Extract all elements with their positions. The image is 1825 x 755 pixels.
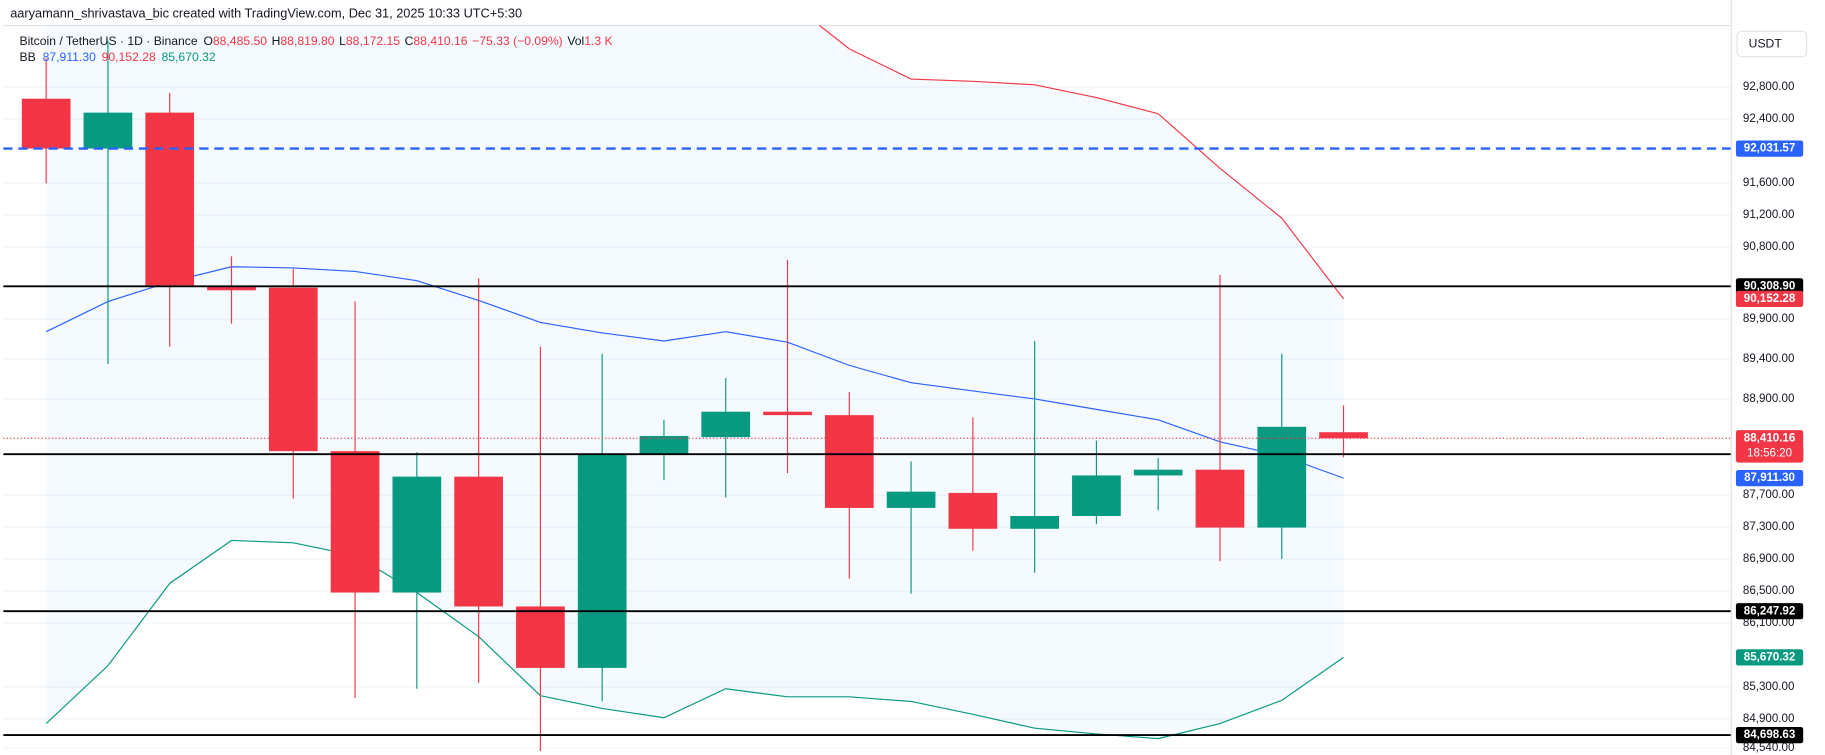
candle-body: [886, 491, 936, 508]
y-tick-label: 84,900.00: [1743, 713, 1795, 725]
candle-body: [83, 112, 133, 149]
currency-box[interactable]: [1736, 30, 1808, 58]
candle-body: [639, 436, 689, 455]
price-tag-box: [1735, 649, 1804, 666]
y-tick-label: 85,300.00: [1743, 681, 1795, 693]
bb-legend: BB 87,911.30 90,152.28 85,670.32: [19, 50, 215, 64]
ohlc-legend: Bitcoin / TetherUS · 1D · Binance O88,485…: [19, 34, 612, 48]
bb-basis: 87,911.30: [43, 50, 96, 64]
y-tick-label: 88,900.00: [1743, 393, 1795, 405]
price-tag: 88,410.16: [1744, 432, 1796, 444]
y-tick-label: 89,900.00: [1743, 313, 1795, 325]
price-tag: 85,670.32: [1744, 651, 1796, 663]
price-tag: 90,308.90: [1744, 280, 1796, 292]
candle-body: [701, 411, 751, 438]
currency[interactable]: USDT: [1749, 36, 1783, 50]
price-tag-box: [1735, 430, 1804, 463]
candle-body: [516, 606, 565, 668]
bb-lower: 85,670.32: [162, 50, 216, 64]
candle-body: [948, 492, 998, 529]
bb-basis: [45, 266, 1344, 479]
bb-upper: 90,152.28: [102, 50, 156, 64]
y-tick-label: 86,100.00: [1743, 617, 1795, 629]
y-tick-label: 86,500.00: [1743, 585, 1795, 597]
y-tick-label: 84,540.00: [1743, 742, 1795, 754]
price-tag-box: [1735, 603, 1804, 620]
y-tick-label: 91,200.00: [1743, 209, 1795, 221]
bb-name: BB: [19, 50, 35, 64]
candle-body: [763, 411, 812, 416]
candle-body: [268, 287, 318, 452]
o-value: 88,485.50: [213, 34, 267, 48]
y-tick-label: 92,800.00: [1743, 81, 1795, 93]
candle-body: [392, 476, 442, 593]
price-tag: 90,152.28: [1744, 293, 1796, 305]
y-tick-label: 91,600.00: [1743, 177, 1795, 189]
y-tick-label: 92,400.00: [1743, 113, 1795, 125]
l-key: L: [339, 34, 346, 48]
plot: [3, 25, 1732, 752]
candle-body: [21, 98, 71, 149]
candle-body: [145, 112, 195, 286]
candle-body: [1257, 426, 1307, 528]
price-tag-box: [1735, 278, 1804, 295]
price-tag: 86,247.92: [1744, 605, 1796, 617]
candle-body: [1010, 515, 1060, 529]
y-tick-label: 87,300.00: [1743, 521, 1795, 533]
c-value: 88,410.16: [413, 34, 467, 48]
symbol: Bitcoin / TetherUS · 1D · Binance: [19, 34, 197, 48]
price-tag-box: [1735, 726, 1804, 744]
vol-value: 1.3 K: [584, 34, 612, 48]
candle-body: [577, 454, 627, 668]
candle-body: [1195, 469, 1245, 528]
candle-body: [824, 415, 874, 508]
o-key: O: [203, 34, 212, 48]
price-tag: 92,031.57: [1744, 143, 1796, 155]
l-value: 88,172.15: [346, 34, 400, 48]
y-tick-label: 89,400.00: [1743, 353, 1795, 365]
y-tick-label: 90,800.00: [1743, 241, 1795, 253]
candle-body: [330, 451, 380, 593]
price-tag-box: [1735, 140, 1804, 157]
c-key: C: [405, 34, 414, 48]
price-tag-box: [1735, 290, 1804, 308]
price-tag: 84,698.63: [1744, 729, 1796, 741]
candle-body: [1072, 475, 1121, 516]
candle-body: [454, 476, 503, 607]
h-value: 88,819.80: [280, 34, 334, 48]
y-tick-label: 86,900.00: [1743, 553, 1795, 565]
h-key: H: [272, 34, 281, 48]
vol-key: Vol: [567, 34, 584, 48]
countdown: 18:56:20: [1747, 447, 1792, 459]
candle-body: [1319, 432, 1368, 439]
candle-body: [1133, 469, 1183, 476]
bb-upper: [818, 25, 1345, 300]
y-tick-label: 87,700.00: [1743, 489, 1795, 501]
credit: aaryamann_shrivastava_bic created with T…: [10, 5, 522, 20]
bb-lower: [45, 539, 1344, 740]
price-tag: 87,911.30: [1744, 472, 1795, 484]
price-tag-box: [1735, 470, 1804, 487]
candle-body: [207, 287, 256, 291]
change: −75.33 (−0.09%): [472, 34, 563, 48]
price-axis: 92,800.00 92,400.00 91,600.00 91,200.00 90,8…: [1730, 0, 1804, 755]
